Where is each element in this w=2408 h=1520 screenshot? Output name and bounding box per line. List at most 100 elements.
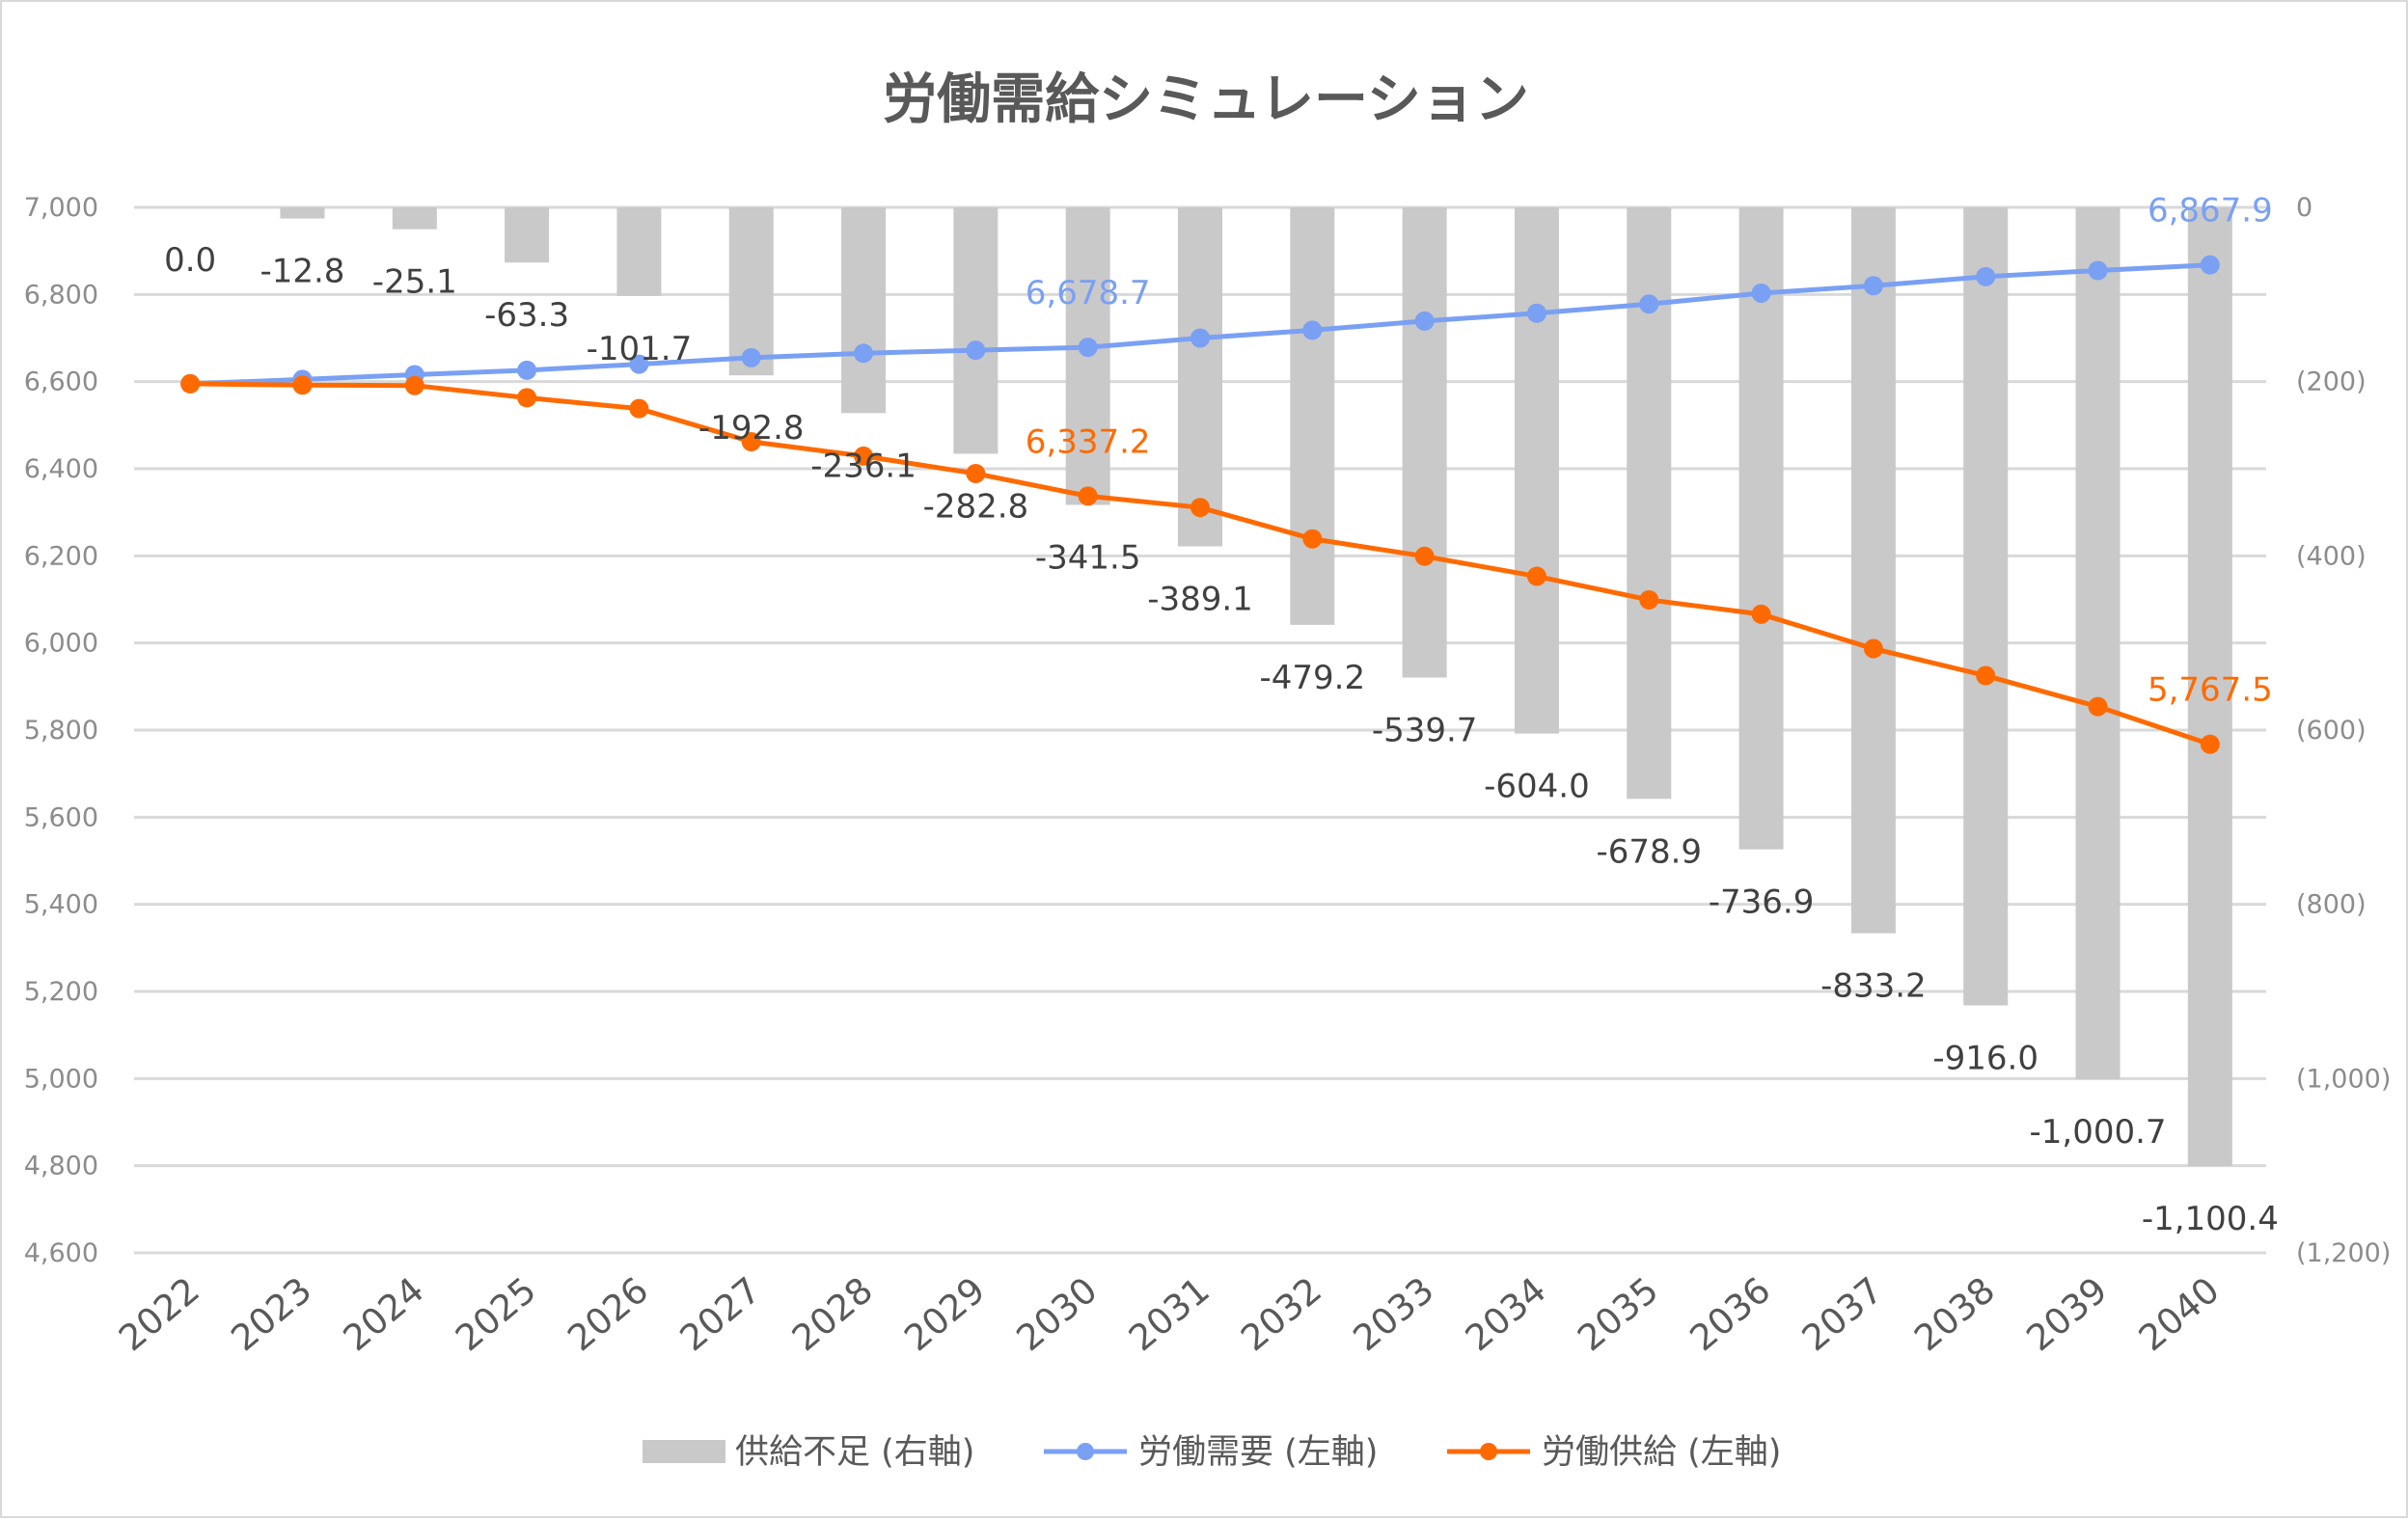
marker-supply [1639,589,1659,610]
x-axis-tick-label: 2035 [1570,1269,1666,1359]
left-axis-tick-label: 6,000 [24,629,98,659]
data-label-supply: 6,337.2 [1026,422,1151,461]
x-axis-tick-label: 2027 [672,1269,769,1359]
left-axis-tick-label: 7,000 [24,193,98,223]
legend-label: 供給不足 (右軸) [735,1433,974,1472]
legend-swatch-bar [643,1440,725,1463]
legend-label: 労働需要 (左軸) [1138,1433,1378,1472]
bar-shortage [1738,207,1784,850]
marker-demand [517,360,537,380]
marker-demand [1863,276,1883,296]
legend-marker [1480,1443,1497,1460]
data-label-shortage: -1,100.4 [2142,1200,2279,1238]
marker-supply [1863,638,1883,659]
x-axis-tick-label: 2031 [1121,1269,1218,1359]
x-axis-tick-label: 2022 [111,1269,207,1359]
x-axis-tick-label: 2024 [336,1269,432,1359]
bar-shortage [2187,207,2232,1167]
marker-supply [180,373,201,394]
bar-shortage [728,207,774,376]
marker-demand [1639,294,1659,314]
left-axis-tick-label: 6,400 [24,454,98,484]
data-label-shortage: -282.8 [923,487,1029,526]
marker-demand [1751,283,1771,303]
marker-supply [1414,546,1435,566]
bar-shortage [2075,207,2121,1079]
data-label-shortage: -678.9 [1596,832,1702,871]
legend-item-demand: 労働需要 (左軸) [1044,1433,1378,1472]
left-axis-tick-label: 5,200 [24,977,98,1007]
data-label-shortage: -1,000.7 [2030,1113,2167,1152]
data-label-shortage: -539.7 [1372,712,1478,750]
data-label-shortage: -736.9 [1709,883,1815,922]
right-axis-tick-label: 0 [2296,193,2312,223]
data-label-shortage: -341.5 [1035,538,1141,577]
marker-demand [1526,303,1546,323]
data-label-shortage: -916.0 [1932,1039,2039,1077]
data-label-shortage: -192.8 [698,409,805,448]
data-label-supply: 5,767.5 [2148,671,2273,710]
x-axis-tick-label: 2028 [784,1269,881,1359]
bar-shortage [616,207,662,296]
right-axis-tick-label: (800) [2296,890,2367,920]
x-axis-tick-label: 2023 [223,1269,319,1359]
marker-demand [629,354,649,374]
gridlines [134,205,2266,1255]
left-axis-tick-label: 4,600 [24,1238,98,1268]
left-axis-tick-label: 5,400 [24,890,98,920]
data-label-shortage: -833.2 [1820,967,1927,1006]
bar-shortage [392,207,437,230]
data-label-demand: 6,678.7 [1026,274,1151,312]
marker-supply [292,375,313,395]
right-axis-tick-label: (400) [2296,541,2367,571]
bar-shortage [1178,207,1222,547]
chart-title: 労働需給シミュレーション [883,68,1529,131]
marker-supply [1078,486,1098,506]
left-axis-tick-label: 5,800 [24,716,98,746]
left-axis-tick-label: 6,600 [24,367,98,397]
marker-supply [1751,604,1771,624]
x-axis-tick-label: 2034 [1458,1269,1554,1359]
line-series [180,255,2220,754]
marker-demand [854,343,874,364]
bar-shortage [505,207,550,263]
legend-label: 労働供給 (左軸) [1542,1433,1781,1472]
marker-supply [1302,529,1323,549]
marker-demand [2200,255,2220,275]
data-label-demand: 6,867.9 [2148,192,2273,231]
data-label-shortage: -236.1 [810,447,917,485]
data-label-shortage: -12.8 [260,253,344,291]
marker-supply [404,375,424,395]
marker-supply [966,463,986,483]
left-axis-tick-label: 6,800 [24,280,98,310]
data-labels: 0.0 -12.8 -25.1 -63.3 -101.7 -192.8-236.1-282… [164,192,2279,1238]
marker-supply [2200,734,2220,754]
marker-demand [741,347,761,367]
data-label-shortage: 0.0 [164,241,216,280]
x-axis-tick-label: 2032 [1233,1269,1329,1359]
x-axis-tick-label: 2039 [2019,1269,2116,1359]
marker-supply [741,431,761,451]
data-label-shortage: -479.2 [1260,659,1366,697]
bar-shortage [1963,207,2009,1006]
left-axis-tick-label: 4,800 [24,1152,98,1181]
right-axis-tick-label: (1,200) [2296,1238,2391,1268]
left-axis-tick-label: 5,000 [24,1064,98,1094]
x-axis-tick-label: 2040 [2131,1269,2228,1359]
bar-shortage [841,207,887,414]
data-label-shortage: -25.1 [372,263,457,302]
x-axis-ticks: 2022 2023 2024 2025 2026 2027 2028 2029 2030 2031… [111,1269,2227,1359]
left-axis-tick-label: 5,600 [24,802,98,832]
legend: 供給不足 (右軸) 労働需要 (左軸) 労働供給 (左軸) [643,1433,1781,1472]
legend-item-supply: 労働供給 (左軸) [1447,1433,1781,1472]
marker-supply [854,446,874,466]
x-axis-tick-label: 2025 [448,1269,544,1359]
data-label-shortage: -389.1 [1147,580,1253,618]
marker-supply [1526,566,1546,586]
right-axis-tick-label: (200) [2296,367,2367,397]
right-axis-ticks: 0 (200) (400) (600) (800) (1,000) (1,200) [2296,193,2391,1268]
marker-demand [1976,266,1996,286]
data-label-shortage: -604.0 [1484,768,1590,806]
